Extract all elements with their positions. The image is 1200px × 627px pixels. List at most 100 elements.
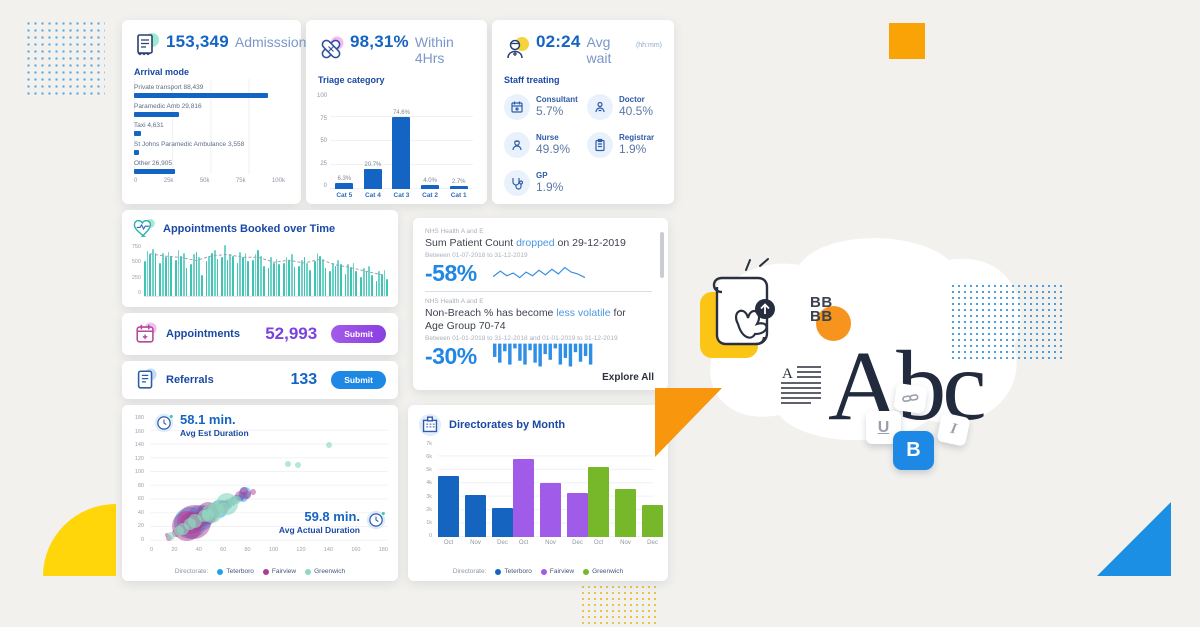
directorate-bar xyxy=(492,508,513,537)
triage-category-label: Cat 2 xyxy=(422,192,439,199)
triage-value-label: 20.7% xyxy=(364,162,382,169)
within-4hrs-card: 98,31% Within 4Hrs Triage category 100 75… xyxy=(306,20,487,204)
arrival-bar xyxy=(134,131,141,136)
directorates-legend: Directorate: Teterboro Fairview Greenwich xyxy=(408,568,668,575)
mini-bar xyxy=(275,258,278,296)
mini-bar-group xyxy=(221,244,234,296)
paragraph-icon: A xyxy=(781,366,821,404)
arrival-mode-title: Arrival mode xyxy=(134,67,190,77)
directorate-group: Oct Nov Dec xyxy=(588,443,663,546)
avg-actual-duration: 59.8 min. Avg Actual Duration xyxy=(278,509,386,535)
scatter-y-axis: 180 160 140 120 100 80 60 40 20 0 xyxy=(126,415,144,543)
axis-tick: 500 xyxy=(131,259,141,266)
mini-bar xyxy=(293,266,296,296)
consultant-calendar-icon xyxy=(504,94,530,120)
mini-bar-group xyxy=(360,244,373,296)
clock-icon xyxy=(366,510,386,530)
mini-bar xyxy=(375,280,378,296)
axis-tick: 100 xyxy=(268,547,279,553)
mini-bar xyxy=(291,254,293,296)
mini-bar-group xyxy=(344,244,358,296)
scatter-bubble xyxy=(242,490,251,499)
insights-scrollbar[interactable] xyxy=(660,232,664,278)
referrals-submit-button[interactable]: Submit xyxy=(331,371,386,389)
scatter-bubble xyxy=(325,442,332,449)
mini-bar xyxy=(152,248,154,296)
arrival-x-axis: 0 25k 50k 75k 100k xyxy=(134,178,285,184)
mini-bar xyxy=(337,259,339,296)
directorate-group: Oct Nov Dec xyxy=(438,443,513,546)
axis-tick: 75k xyxy=(235,178,246,184)
axis-tick: 60 xyxy=(220,547,227,553)
scatter-bubble xyxy=(167,531,176,540)
directorate-bar xyxy=(588,467,609,537)
axis-tick: 3k xyxy=(426,493,432,500)
referrals-value: 133 xyxy=(290,371,318,388)
directorates-header: Directorates by Month xyxy=(408,405,668,437)
italic-key: I xyxy=(936,412,971,447)
mini-bar xyxy=(216,258,219,296)
mini-bar xyxy=(159,262,162,296)
mini-bar xyxy=(321,258,324,296)
directorates-card: Directorates by Month 7k 6k 5k 4k 3k 2k 1k 0 Oc… xyxy=(408,405,668,581)
insight-title: Non-Breach % has become less volatile fo… xyxy=(425,307,626,333)
cloud-blob xyxy=(709,238,1021,441)
mini-bar xyxy=(167,251,170,296)
mini-bar xyxy=(242,257,244,296)
gp-stethoscope-icon xyxy=(504,170,530,196)
duration-scatter-card: 58.1 min. Avg Est Duration 59.8 min. Avg… xyxy=(122,405,398,581)
axis-tick: 20 xyxy=(137,523,144,530)
referrals-label: Referrals xyxy=(166,374,214,386)
mini-bar xyxy=(244,253,247,296)
mini-bar xyxy=(149,254,152,296)
legend-name: Greenwich xyxy=(592,568,624,575)
explore-all-link[interactable]: Explore All xyxy=(602,372,654,383)
legend-item: Greenwich xyxy=(583,568,623,575)
triage-bar xyxy=(421,185,440,189)
arrival-bar xyxy=(134,112,180,117)
admissions-value: 153,349 xyxy=(166,32,229,51)
triage-bar xyxy=(363,169,382,189)
insight-bar-sparkline xyxy=(492,343,593,367)
axis-tick: 0 xyxy=(134,178,138,184)
triage-value-label: 4.0% xyxy=(423,178,437,185)
mini-bar-group xyxy=(298,244,311,296)
scatter-bubble xyxy=(295,461,302,468)
actual-duration-label: Avg Actual Duration xyxy=(278,525,360,535)
axis-tick: 40 xyxy=(137,509,144,516)
legend-dot xyxy=(540,568,547,575)
insight-title: Sum Patient Count dropped on 29-12-2019 xyxy=(425,237,626,249)
arrival-mode-chart: Private transport 88,439 Paramedic Amb 29… xyxy=(122,77,301,184)
bandage-icon xyxy=(321,36,344,59)
insight-source: NHS Health A and E xyxy=(425,228,484,235)
axis-tick: 2k xyxy=(426,506,432,513)
dot-grid-bottom xyxy=(580,584,656,627)
mini-bar xyxy=(170,255,172,296)
appointments-submit-button[interactable]: Submit xyxy=(331,325,386,343)
legend-item: Teterboro xyxy=(217,568,254,575)
pdf-upload-illustration xyxy=(700,258,775,358)
booked-over-time-chart: 750 500 250 0 xyxy=(122,240,398,297)
mini-bar xyxy=(193,254,195,296)
mini-bar xyxy=(370,275,373,296)
orange-circle-decor xyxy=(816,306,851,341)
mini-bar xyxy=(195,251,198,296)
mini-bar-group xyxy=(174,244,188,296)
avg-wait-label: Avg wait xyxy=(586,34,612,66)
mini-bar xyxy=(223,245,226,296)
staff-label: Nurse xyxy=(536,132,559,142)
triage-category-title: Triage category xyxy=(318,75,385,85)
directorate-bar xyxy=(465,495,486,537)
mini-bar xyxy=(303,257,306,296)
directorate-bar xyxy=(513,459,534,537)
axis-tick: 140 xyxy=(323,547,333,553)
mini-bar xyxy=(282,262,285,296)
axis-tick: 100 xyxy=(316,93,327,99)
mini-bar xyxy=(226,259,229,296)
triage-bar xyxy=(392,117,411,189)
legend-item: Greenwich xyxy=(305,568,345,575)
scatter-bubble xyxy=(215,492,238,515)
axis-tick: 0 xyxy=(137,289,141,296)
axis-tick: 100k xyxy=(271,178,285,184)
staff-treating-grid: Consultant 5.7% Doctor 40.5% Nurse xyxy=(492,85,674,196)
